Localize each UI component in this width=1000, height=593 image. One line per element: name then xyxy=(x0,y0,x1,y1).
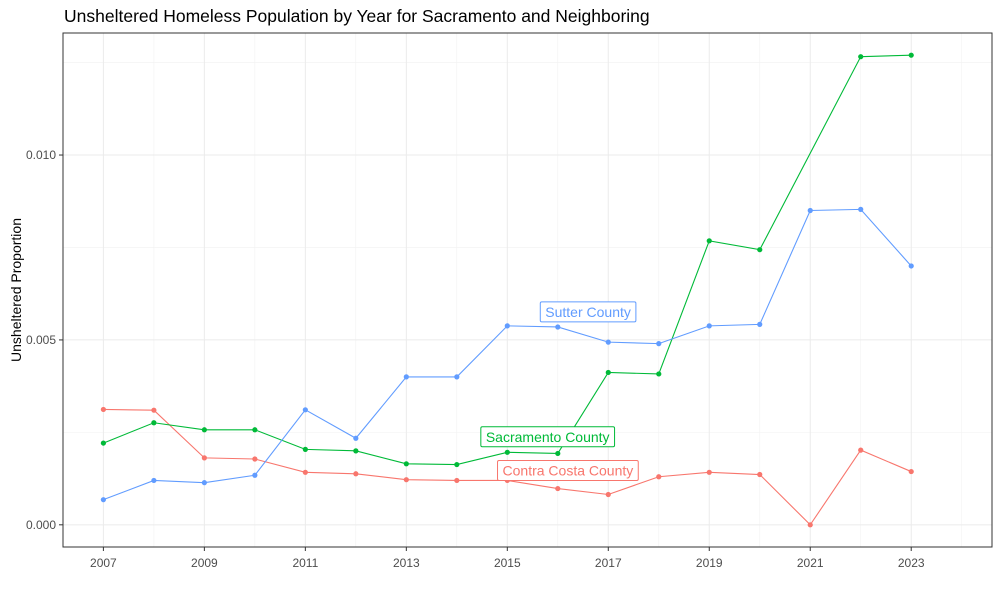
label-sacramento-county: Sacramento County xyxy=(480,426,616,448)
data-point-contra-costa-county xyxy=(908,468,914,475)
data-point-sutter-county xyxy=(908,263,914,269)
data-point-contra-costa-county xyxy=(252,456,258,462)
axis-ticks: 2007 2009 2011 2013 2015 2017 2019 2021 2023 0.00… xyxy=(26,148,925,570)
data-point-sacramento-county xyxy=(757,247,763,253)
data-point-sacramento-county xyxy=(656,371,662,377)
data-point-contra-costa-county xyxy=(605,491,611,498)
data-point-contra-costa-county xyxy=(302,469,308,475)
data-point-sacramento-county xyxy=(403,461,409,467)
data-point-contra-costa-county xyxy=(454,477,460,484)
y-tick-label: 0.000 xyxy=(26,518,56,532)
data-point-sacramento-county xyxy=(100,440,106,446)
data-point-sutter-county xyxy=(656,341,662,347)
label-contra-costa-county: Contra Costa County xyxy=(497,459,639,481)
data-point-contra-costa-county xyxy=(757,471,763,478)
data-point-contra-costa-county xyxy=(151,407,157,413)
chart-title: Unsheltered Homeless Population by Year … xyxy=(64,6,650,26)
data-point-sacramento-county xyxy=(555,450,561,457)
data-point-contra-costa-county xyxy=(858,447,864,453)
data-point-sacramento-county xyxy=(908,52,914,58)
data-point-contra-costa-county xyxy=(201,455,207,461)
data-point-sacramento-county xyxy=(858,54,864,60)
x-tick-label: 2015 xyxy=(494,556,521,570)
x-tick-label: 2009 xyxy=(191,556,218,570)
data-point-contra-costa-county xyxy=(555,485,561,492)
x-tick-label: 2017 xyxy=(595,556,622,570)
data-point-sacramento-county xyxy=(353,448,359,454)
x-tick-label: 2013 xyxy=(393,556,420,570)
series-sacramento-county xyxy=(100,52,914,468)
data-point-sutter-county xyxy=(504,323,510,329)
data-point-contra-costa-county xyxy=(706,469,712,475)
y-tick-label: 0.005 xyxy=(26,333,56,347)
data-point-sutter-county xyxy=(555,324,561,330)
label-text-contra-costa-county: Contra Costa County xyxy=(503,462,634,478)
label-text-sutter-county: Sutter County xyxy=(545,304,631,320)
data-point-sacramento-county xyxy=(504,449,510,455)
x-tick-label: 2019 xyxy=(696,556,723,570)
data-point-sacramento-county xyxy=(151,420,157,426)
data-point-contra-costa-county xyxy=(353,471,359,477)
x-tick-label: 2011 xyxy=(292,556,318,570)
label-box-sutter-county xyxy=(539,301,637,323)
x-tick-label: 2023 xyxy=(898,556,925,570)
x-tick-label: 2021 xyxy=(797,556,824,570)
y-tick-label: 0.010 xyxy=(26,148,56,162)
data-point-sutter-county xyxy=(201,480,207,486)
series-line-sacramento-county xyxy=(103,54,912,466)
data-point-contra-costa-county xyxy=(656,474,662,480)
data-point-sacramento-county xyxy=(706,238,712,244)
label-text-sacramento-county: Sacramento County xyxy=(486,429,610,445)
data-point-contra-costa-county xyxy=(403,477,409,483)
data-point-sutter-county xyxy=(858,206,864,212)
data-point-sutter-county xyxy=(807,207,813,214)
data-point-sutter-county xyxy=(100,497,106,503)
label-box-contra-costa-county xyxy=(497,459,639,481)
data-point-sacramento-county xyxy=(201,427,207,433)
series-labels: Contra Costa County Sacramento County Sutt… xyxy=(480,301,639,481)
plot-panel-border xyxy=(62,32,993,548)
label-sutter-county: Sutter County xyxy=(539,301,637,323)
series-sutter-county xyxy=(100,206,914,503)
label-box-sacramento-county xyxy=(480,426,616,448)
x-tick-label: 2007 xyxy=(90,556,117,570)
data-point-sutter-county xyxy=(252,472,258,478)
data-point-contra-costa-county xyxy=(100,406,106,413)
data-point-sutter-county xyxy=(302,407,308,413)
data-point-sutter-county xyxy=(151,477,157,484)
data-point-sacramento-county xyxy=(454,461,460,468)
data-point-sutter-county xyxy=(353,435,359,441)
data-point-sacramento-county xyxy=(252,427,258,433)
data-point-sacramento-county xyxy=(302,446,308,452)
data-point-sutter-county xyxy=(454,374,460,380)
data-point-sutter-county xyxy=(706,323,712,329)
data-point-sacramento-county xyxy=(605,369,611,376)
data-point-contra-costa-county xyxy=(807,522,813,528)
data-point-sutter-county xyxy=(403,374,409,380)
data-point-sutter-county xyxy=(605,339,611,345)
data-point-sutter-county xyxy=(757,321,763,327)
